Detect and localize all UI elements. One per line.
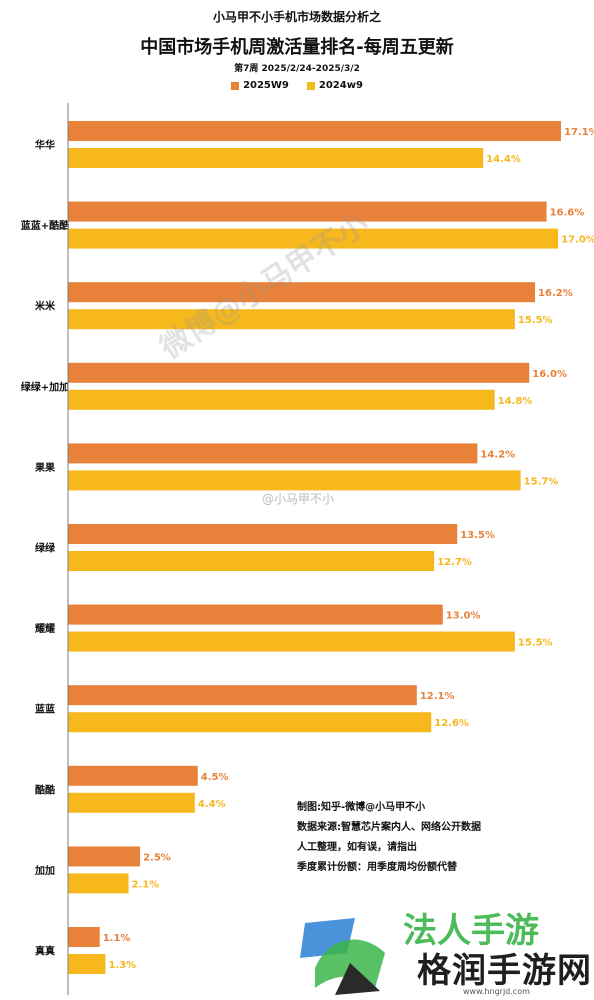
bar-2024 bbox=[68, 954, 106, 974]
site-logo-mark-icon bbox=[300, 918, 385, 995]
data-label-2024: 14.8% bbox=[498, 396, 533, 407]
bar-2025 bbox=[68, 685, 417, 706]
data-label-2024: 15.5% bbox=[518, 638, 553, 649]
category-label: 绿绿+加加 bbox=[21, 380, 69, 393]
site-brand: 法人手游 bbox=[403, 911, 539, 951]
category-label: 酷酷 bbox=[35, 783, 55, 796]
bar-2025 bbox=[68, 201, 547, 222]
bar-2024 bbox=[68, 631, 515, 652]
bar-2024 bbox=[68, 309, 515, 330]
site-logo: 法人手游 格润手游网 www.hngrjd.com bbox=[295, 905, 594, 1000]
data-label-2025: 1.1% bbox=[103, 933, 131, 944]
category-label: 加加 bbox=[34, 864, 55, 877]
data-label-2024: 12.6% bbox=[434, 718, 469, 729]
data-label-2024: 1.3% bbox=[108, 960, 136, 971]
category-label: 蓝蓝+酷酷 bbox=[21, 219, 69, 232]
category-label: 蓝蓝 bbox=[35, 703, 55, 716]
chart-title: 中国市场手机周激活量排名-每周五更新 bbox=[140, 37, 454, 58]
category-label: 华华 bbox=[35, 139, 55, 152]
bar-2025 bbox=[68, 765, 198, 786]
data-label-2024: 4.4% bbox=[198, 799, 226, 810]
data-label-2025: 4.5% bbox=[201, 772, 229, 783]
category-label: 绿绿 bbox=[35, 542, 56, 555]
bar-2025 bbox=[68, 282, 536, 303]
note-line: 数据来源:智慧芯片案内人、网络公开数据 bbox=[297, 822, 481, 833]
bar-2025 bbox=[68, 927, 100, 947]
data-label-2025: 16.6% bbox=[550, 208, 585, 219]
data-label-2025: 16.0% bbox=[532, 369, 567, 380]
legend-label-2025: 2025W9 bbox=[243, 80, 289, 91]
bar-2025 bbox=[68, 604, 443, 625]
data-label-2025: 13.5% bbox=[460, 530, 495, 541]
data-label-2025: 14.2% bbox=[480, 449, 515, 460]
data-label-2024: 15.7% bbox=[524, 476, 559, 487]
data-label-2025: 16.2% bbox=[538, 288, 573, 299]
bar-2025 bbox=[68, 121, 561, 141]
legend-label-2024: 2024w9 bbox=[318, 80, 363, 91]
data-label-2025: 12.1% bbox=[420, 691, 455, 702]
legend-item-2024: 2024w9 bbox=[306, 80, 363, 91]
bar-2024 bbox=[68, 389, 495, 410]
category-label: 耀耀 bbox=[34, 622, 55, 635]
data-label-2024: 2.1% bbox=[132, 879, 160, 890]
bar-2024 bbox=[68, 712, 432, 733]
chart-subtitle: 小马甲不小手机市场数据分析之 bbox=[212, 10, 381, 24]
data-label-2025: 17.1% bbox=[564, 127, 594, 138]
category-label: 米米 bbox=[35, 300, 56, 313]
data-label-2024: 17.0% bbox=[561, 235, 594, 246]
bar-2024 bbox=[68, 148, 484, 168]
data-label-2025: 2.5% bbox=[143, 852, 171, 863]
category-label: 真真 bbox=[35, 945, 55, 958]
bar-2024 bbox=[68, 792, 195, 813]
chart-notes: 制图:知乎-微博@小马甲不小 数据来源:智慧芯片案内人、网络公开数据 人工整理，… bbox=[297, 798, 481, 878]
legend-item-2025: 2025W9 bbox=[231, 80, 289, 91]
site-name: 格润手游网 bbox=[417, 951, 592, 991]
note-line: 制图:知乎-微博@小马甲不小 bbox=[297, 802, 426, 813]
bar-2024 bbox=[68, 470, 521, 491]
bar-2025 bbox=[68, 524, 458, 544]
bar-2025 bbox=[68, 443, 478, 464]
chart-legend: 2025W9 2024w9 bbox=[0, 80, 594, 91]
note-line: 人工整理，如有误，请指出 bbox=[297, 842, 417, 853]
legend-swatch-2025 bbox=[231, 81, 240, 90]
weibo-watermark-small: @小马甲不小 bbox=[262, 492, 335, 506]
data-label-2025: 13.0% bbox=[446, 611, 481, 622]
bar-2024 bbox=[68, 873, 129, 894]
bar-2024 bbox=[68, 551, 435, 571]
bar-chart: 华华 17.1% 14.4% 蓝蓝+酷酷 16.6% 17.0% 米米 16.2% 15.5% 绿… bbox=[21, 103, 594, 995]
bar-2024 bbox=[68, 228, 559, 249]
note-line: 季度累计份额：用季度周均份额代替 bbox=[297, 862, 457, 873]
chart-period: 第7周 2025/2/24-2025/3/2 bbox=[234, 64, 360, 74]
bar-2025 bbox=[68, 846, 141, 867]
category-label: 果果 bbox=[34, 462, 56, 474]
data-label-2024: 12.7% bbox=[437, 557, 472, 568]
data-label-2024: 15.5% bbox=[518, 315, 553, 326]
bar-2025 bbox=[68, 362, 530, 383]
data-label-2024: 14.4% bbox=[486, 154, 521, 165]
legend-swatch-2024 bbox=[306, 81, 315, 90]
site-url: www.hngrjd.com bbox=[463, 987, 530, 996]
